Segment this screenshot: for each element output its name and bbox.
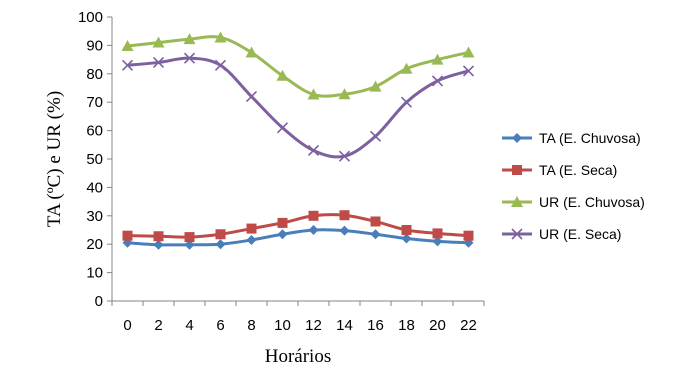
x-tick-label: 4 (185, 317, 193, 334)
y-axis-title: TA (ºC) e UR (%) (44, 91, 65, 227)
data-point (369, 130, 382, 142)
data-point (121, 39, 134, 51)
data-point (276, 122, 289, 134)
x-tick-label: 0 (123, 317, 131, 334)
y-tick-label: 60 (86, 123, 103, 140)
legend-item: TA (E. Chuvosa) (502, 130, 641, 146)
legend-label: TA (E. Seca) (539, 162, 617, 178)
y-tick-label: 50 (86, 151, 103, 168)
data-point (462, 65, 475, 77)
series-line (127, 213, 469, 239)
legend: TA (E. Chuvosa) TA (E. Seca) UR (E. Chuvos… (502, 130, 645, 242)
x-tick-label: 12 (305, 317, 322, 334)
data-point (307, 88, 320, 100)
y-tick-label: 80 (86, 66, 103, 83)
data-point (153, 231, 164, 242)
data-point (245, 90, 258, 103)
data-point (246, 234, 257, 245)
series-layer (121, 31, 475, 250)
data-point (308, 225, 319, 235)
data-point (184, 239, 195, 250)
data-point (370, 216, 381, 227)
data-point (431, 75, 444, 87)
data-point (215, 239, 226, 250)
data-point (462, 46, 475, 58)
legend-marker (512, 165, 522, 175)
data-point (369, 80, 382, 92)
data-point (276, 69, 289, 81)
data-point (308, 210, 319, 221)
data-point (339, 225, 350, 236)
x-tick-label: 8 (247, 317, 255, 334)
data-point (307, 144, 320, 157)
x-tick-label: 10 (274, 317, 291, 334)
legend-label: TA (E. Chuvosa) (539, 130, 641, 146)
x-tick-label: 14 (336, 317, 353, 334)
data-point (183, 52, 196, 64)
x-tick-label: 22 (460, 317, 477, 334)
x-axis-ticks: 0 2 4 6 8 10 12 14 16 18 20 22 (111, 301, 485, 334)
x-tick-label: 16 (367, 317, 384, 334)
y-axis-ticks: 0 10 20 30 40 50 60 70 80 90 100 (78, 9, 112, 310)
data-point (431, 53, 444, 65)
data-point (401, 225, 412, 235)
data-point (215, 229, 226, 240)
y-tick-label: 40 (86, 179, 103, 196)
data-point (153, 239, 164, 250)
x-tick-label: 20 (429, 317, 446, 334)
legend-item: UR (E. Chuvosa) (502, 194, 645, 210)
series-line (127, 56, 469, 159)
series-4 (121, 52, 475, 162)
data-point (463, 230, 474, 241)
data-point (401, 233, 412, 244)
data-point (400, 62, 413, 74)
data-point (121, 59, 134, 71)
data-point (400, 96, 413, 108)
data-point (277, 229, 288, 240)
y-tick-label: 0 (95, 293, 103, 310)
y-tick-label: 10 (86, 265, 103, 282)
data-point (432, 236, 443, 247)
legend-label: UR (E. Seca) (539, 226, 621, 242)
plot-area: 0 10 20 30 40 50 60 70 80 90 100 0 2 4 6 8 10 12 14 16 18 20… (78, 9, 485, 334)
legend-item: UR (E. Seca) (502, 226, 621, 242)
x-tick-label: 6 (216, 317, 224, 334)
y-tick-label: 20 (86, 236, 103, 253)
legend-marker (512, 133, 522, 143)
data-point (339, 210, 350, 221)
x-tick-label: 2 (154, 317, 162, 334)
data-point (214, 31, 227, 43)
y-tick-label: 90 (86, 37, 103, 54)
x-tick-label: 18 (398, 317, 415, 334)
data-point (184, 232, 195, 243)
data-point (432, 228, 443, 239)
data-point (370, 229, 381, 240)
data-point (183, 33, 196, 45)
legend-label: UR (E. Chuvosa) (539, 194, 645, 210)
legend-marker (511, 196, 523, 207)
data-point (152, 36, 165, 48)
series-3 (121, 31, 475, 100)
y-tick-label: 30 (86, 208, 103, 225)
data-point (214, 59, 227, 71)
data-point (245, 46, 258, 58)
data-point (338, 88, 351, 100)
series-2 (122, 210, 474, 243)
data-point (277, 217, 288, 228)
legend-item: TA (E. Seca) (502, 162, 617, 178)
series-line (127, 35, 469, 98)
data-point (338, 150, 351, 162)
data-point (122, 230, 133, 241)
y-tick-label: 100 (78, 9, 103, 26)
y-tick-label: 70 (86, 94, 103, 111)
data-point (152, 56, 165, 69)
data-point (246, 223, 257, 234)
x-axis-title: Horários (265, 346, 331, 367)
series-1 (122, 225, 474, 250)
legend-marker (511, 228, 523, 240)
